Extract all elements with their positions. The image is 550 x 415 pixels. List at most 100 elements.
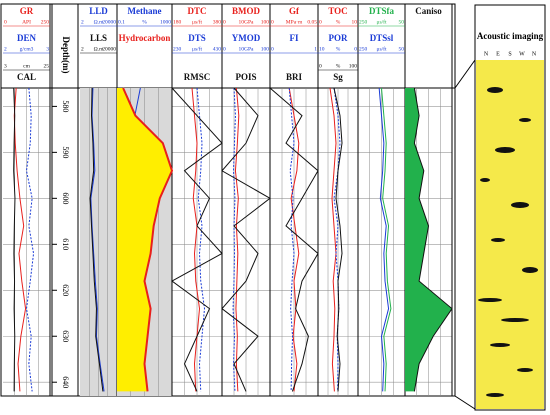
scale-min: 0 <box>223 19 226 25</box>
curve <box>122 87 174 392</box>
curve-unit: % <box>142 19 147 25</box>
depth-tick-label: 590 <box>61 146 70 158</box>
scale-max: 430 <box>213 46 222 52</box>
scale-min: 0 <box>271 46 274 52</box>
curve-name: CAL <box>17 72 36 82</box>
direction-label: N <box>532 51 537 57</box>
curve-name: Methane <box>128 6 162 16</box>
scale-max: 380 <box>213 19 222 25</box>
curve-unit: μs/ft <box>192 18 202 25</box>
curve <box>232 87 236 392</box>
curve-name: Caniso <box>415 6 442 16</box>
curve <box>381 87 392 392</box>
curve-fill <box>405 88 452 392</box>
curve-name: TOC <box>328 6 347 16</box>
scale-min: 250 <box>359 19 368 25</box>
scale-min: 250 <box>359 46 368 52</box>
direction-label: N <box>484 51 489 57</box>
curve <box>196 87 206 392</box>
depth-tick-label: 580 <box>61 100 70 112</box>
scale-max: 0 <box>354 46 357 52</box>
curve <box>171 87 223 392</box>
direction-label: E <box>496 51 500 57</box>
curve-name: Gf <box>289 6 300 16</box>
scale-max: 100 <box>261 46 270 52</box>
connector <box>454 59 476 89</box>
curve <box>269 87 319 392</box>
scale-min: 0 <box>319 63 322 69</box>
curve-unit: % <box>336 19 341 25</box>
curve <box>413 87 453 392</box>
direction-label: S <box>508 51 511 57</box>
curve-name: BRI <box>286 72 303 82</box>
depth-label: Depth(m) <box>61 37 71 74</box>
depth-tick-label: 620 <box>61 284 70 296</box>
curve-name: DTS <box>188 33 206 43</box>
image-texture <box>478 87 538 397</box>
curve-unit: Ω.m <box>94 46 104 52</box>
curve-unit: 10GPa <box>239 19 255 25</box>
curve-unit: μs/ft <box>377 45 387 52</box>
curve <box>329 87 337 392</box>
scale-min: 0.1 <box>118 19 125 25</box>
depth-tick-label: 630 <box>61 330 70 342</box>
scale-min: 230 <box>173 46 182 52</box>
curve-name: DTSfa <box>369 6 395 16</box>
curve <box>234 87 240 392</box>
curve-unit: API <box>22 19 31 25</box>
curve <box>333 87 343 392</box>
direction-label: W <box>519 51 525 57</box>
curve-unit: g/cm3 <box>20 46 34 52</box>
frame <box>0 3 456 397</box>
curve-name: RMSC <box>184 72 211 82</box>
image-background <box>476 60 544 409</box>
scale-max: 0.05 <box>307 19 317 25</box>
depth-tick-label: 640 <box>61 376 70 388</box>
curve-unit: μs/ft <box>377 18 387 25</box>
scale-max: 20000 <box>102 46 116 52</box>
curve-name: LLS <box>90 33 107 43</box>
curve <box>13 87 16 392</box>
curve-unit: μs/ft <box>192 45 202 52</box>
curve <box>90 87 105 392</box>
curve-unit: Ω.m <box>94 19 104 25</box>
scale-max: 25 <box>44 63 50 69</box>
scale-min: 0 <box>319 19 322 25</box>
curve <box>378 87 390 392</box>
scale-min: 180 <box>173 19 182 25</box>
curve-name: Sg <box>333 72 343 82</box>
curve <box>333 87 341 392</box>
depth-tick-label: 610 <box>61 238 70 250</box>
scale-max: 3 <box>46 46 49 52</box>
curve-name: BMOD <box>232 6 260 16</box>
curve <box>13 87 27 392</box>
scale-min: 3 <box>4 63 7 69</box>
curve <box>288 87 300 392</box>
scale-min: 0 <box>4 19 7 25</box>
curve-name: LLD <box>89 6 108 16</box>
curve-name: DTSsl <box>370 33 394 43</box>
scale-max: 50 <box>399 46 405 52</box>
image-title: Acoustic imaging <box>477 31 544 41</box>
curve <box>25 87 35 392</box>
curve <box>89 87 104 392</box>
depth-tick-label: 600 <box>61 192 70 204</box>
scale-min: 2 <box>81 19 84 25</box>
scale-max: 1000 <box>160 19 171 25</box>
curve <box>191 87 201 392</box>
curve-name: DEN <box>17 33 37 43</box>
curve-name: YMOD <box>232 33 261 43</box>
connector <box>454 395 476 410</box>
scale-max: 1 <box>314 46 317 52</box>
scale-max: 20000 <box>102 19 116 25</box>
scale-max: 100 <box>261 19 270 25</box>
curve <box>221 87 271 392</box>
scale-min: 0 <box>223 46 226 52</box>
curve-unit: MPa·m <box>286 19 303 25</box>
curve-unit: 10GPa <box>239 46 255 52</box>
curve-unit: % <box>336 63 341 69</box>
curve <box>288 87 295 392</box>
curve-unit: cm <box>23 63 30 69</box>
scale-min: 2 <box>4 46 7 52</box>
curve-fill <box>117 88 172 392</box>
